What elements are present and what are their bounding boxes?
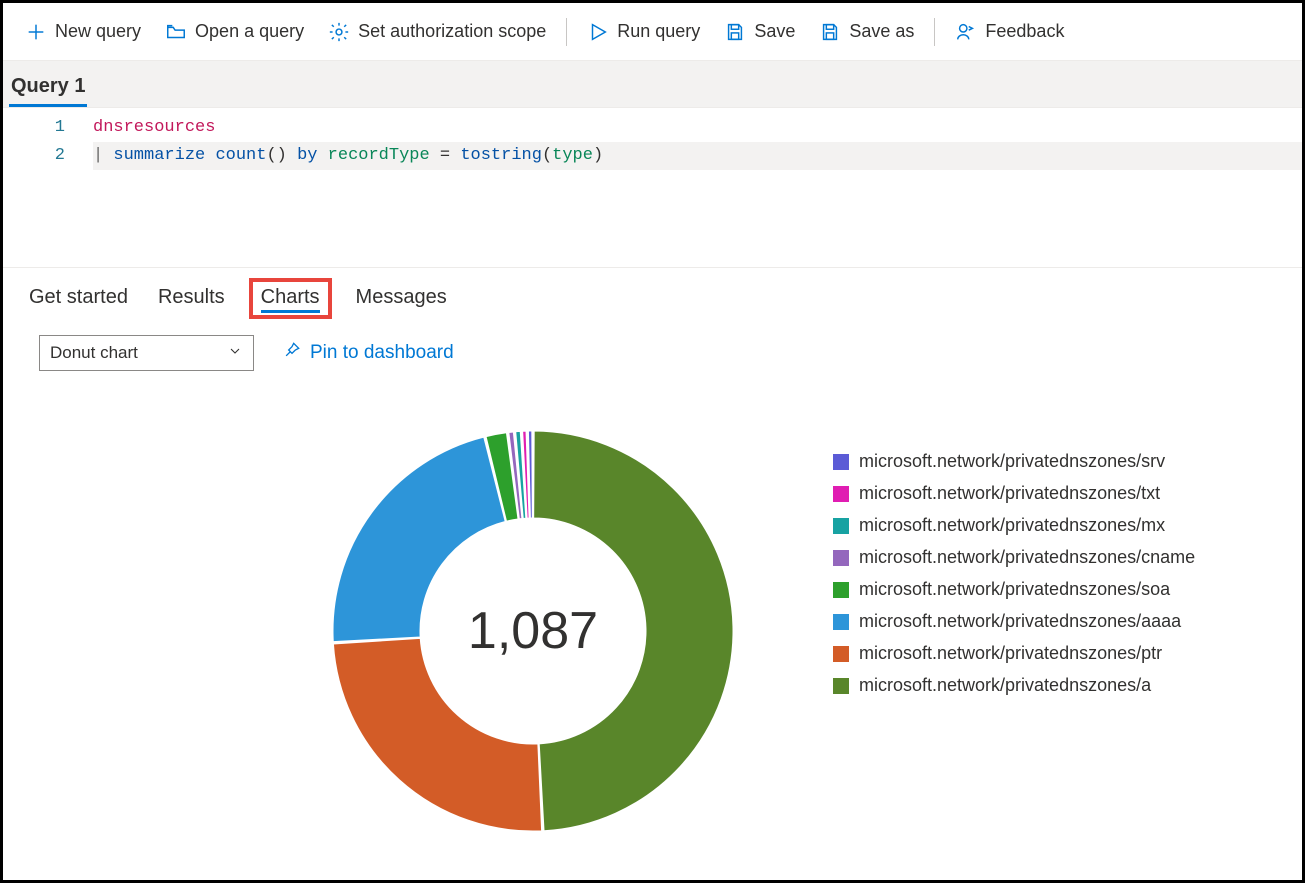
save-as-label: Save as — [849, 21, 914, 42]
save-as-icon — [819, 21, 841, 43]
legend-swatch — [833, 454, 849, 470]
legend-swatch — [833, 646, 849, 662]
tab-results[interactable]: Results — [152, 278, 231, 319]
legend-label: microsoft.network/privatednszones/a — [859, 675, 1151, 696]
code-token: () — [266, 146, 286, 165]
legend-label: microsoft.network/privatednszones/aaaa — [859, 611, 1181, 632]
tab-get-started[interactable]: Get started — [23, 278, 134, 319]
legend-label: microsoft.network/privatednszones/txt — [859, 483, 1160, 504]
code-token: by — [297, 146, 317, 165]
code-token: type — [552, 146, 593, 165]
code-token: recordType — [328, 146, 430, 165]
gear-icon — [328, 21, 350, 43]
new-query-button[interactable]: New query — [13, 15, 153, 49]
code-token: ) — [593, 146, 603, 165]
legend-label: microsoft.network/privatednszones/soa — [859, 579, 1170, 600]
chevron-down-icon — [227, 343, 243, 364]
set-scope-button[interactable]: Set authorization scope — [316, 15, 558, 49]
legend-item[interactable]: microsoft.network/privatednszones/mx — [833, 515, 1195, 536]
code-token: count — [215, 146, 266, 165]
donut-center-label: 1,087 — [468, 601, 598, 661]
plus-icon — [25, 21, 47, 43]
result-tabs: Get started Results Charts Messages — [3, 268, 1302, 319]
save-icon — [724, 21, 746, 43]
feedback-label: Feedback — [985, 21, 1064, 42]
donut-chart: 1,087 — [263, 411, 803, 851]
line-gutter: 1 2 — [3, 108, 93, 267]
new-query-label: New query — [55, 21, 141, 42]
chart-type-value: Donut chart — [50, 343, 138, 363]
code-token: ( — [542, 146, 552, 165]
open-query-button[interactable]: Open a query — [153, 15, 316, 49]
code-area[interactable]: dnsresources | summarize count() by reco… — [93, 108, 1302, 267]
gutter-line: 2 — [3, 142, 65, 170]
feedback-button[interactable]: Feedback — [943, 15, 1076, 49]
code-token: tostring — [460, 146, 542, 165]
legend-swatch — [833, 678, 849, 694]
tab-messages[interactable]: Messages — [350, 278, 453, 319]
query-tab-active[interactable]: Query 1 — [9, 67, 87, 107]
legend-item[interactable]: microsoft.network/privatednszones/cname — [833, 547, 1195, 568]
legend-label: microsoft.network/privatednszones/srv — [859, 451, 1165, 472]
legend-item[interactable]: microsoft.network/privatednszones/a — [833, 675, 1195, 696]
code-line: | summarize count() by recordType = tost… — [93, 142, 1302, 170]
donut-slice[interactable] — [333, 638, 541, 831]
legend-item[interactable]: microsoft.network/privatednszones/soa — [833, 579, 1195, 600]
app-frame: New query Open a query Set authorization… — [0, 0, 1305, 883]
legend-label: microsoft.network/privatednszones/cname — [859, 547, 1195, 568]
code-token: dnsresources — [93, 118, 215, 137]
legend-swatch — [833, 614, 849, 630]
save-as-button[interactable]: Save as — [807, 15, 926, 49]
code-line: dnsresources — [93, 114, 1302, 142]
play-icon — [587, 21, 609, 43]
legend-swatch — [833, 582, 849, 598]
chart-controls: Donut chart Pin to dashboard — [3, 319, 1302, 371]
chart-area: 1,087 microsoft.network/privatednszones/… — [3, 371, 1302, 851]
query-tab-row: Query 1 — [3, 61, 1302, 108]
tab-charts[interactable]: Charts — [249, 278, 332, 319]
toolbar-separator — [566, 18, 567, 46]
toolbar-separator — [934, 18, 935, 46]
legend-item[interactable]: microsoft.network/privatednszones/ptr — [833, 643, 1195, 664]
set-scope-label: Set authorization scope — [358, 21, 546, 42]
save-button[interactable]: Save — [712, 15, 807, 49]
gutter-line: 1 — [3, 114, 65, 142]
legend-item[interactable]: microsoft.network/privatednszones/srv — [833, 451, 1195, 472]
code-token: = — [430, 146, 461, 165]
folder-open-icon — [165, 21, 187, 43]
legend-label: microsoft.network/privatednszones/mx — [859, 515, 1165, 536]
legend-item[interactable]: microsoft.network/privatednszones/aaaa — [833, 611, 1195, 632]
chart-type-select[interactable]: Donut chart — [39, 335, 254, 371]
run-query-button[interactable]: Run query — [575, 15, 712, 49]
run-query-label: Run query — [617, 21, 700, 42]
legend-swatch — [833, 550, 849, 566]
query-editor[interactable]: 1 2 dnsresources | summarize count() by … — [3, 108, 1302, 268]
legend-swatch — [833, 518, 849, 534]
feedback-icon — [955, 21, 977, 43]
pin-to-dashboard-link[interactable]: Pin to dashboard — [282, 340, 454, 366]
toolbar: New query Open a query Set authorization… — [3, 3, 1302, 61]
legend-swatch — [833, 486, 849, 502]
open-query-label: Open a query — [195, 21, 304, 42]
save-label: Save — [754, 21, 795, 42]
code-token: | — [93, 146, 113, 165]
legend-label: microsoft.network/privatednszones/ptr — [859, 643, 1162, 664]
code-token: summarize — [113, 146, 205, 165]
pin-icon — [282, 340, 302, 366]
legend-item[interactable]: microsoft.network/privatednszones/txt — [833, 483, 1195, 504]
chart-legend: microsoft.network/privatednszones/srv mic… — [833, 451, 1195, 707]
pin-label: Pin to dashboard — [310, 342, 454, 364]
